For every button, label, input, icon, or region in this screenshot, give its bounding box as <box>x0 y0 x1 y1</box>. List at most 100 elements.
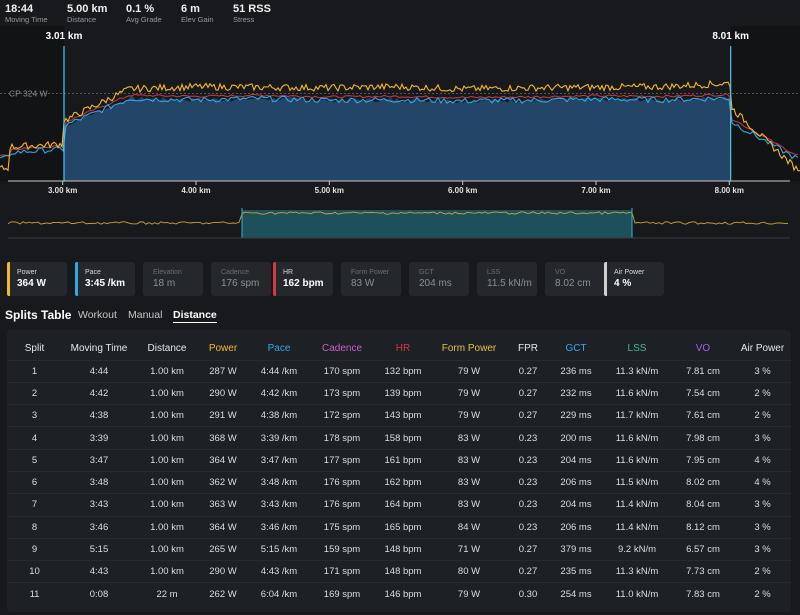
table-cell: 1.00 km <box>136 560 198 583</box>
column-header-distance[interactable]: Distance <box>147 343 187 355</box>
range-start-label: 3.01 km <box>46 31 83 42</box>
table-cell: 1.00 km <box>136 381 198 405</box>
column-header-pace[interactable]: Pace <box>267 343 291 355</box>
table-cell: 2 % <box>734 582 791 606</box>
table-cell: 11.3 kN/m <box>602 560 672 583</box>
table-cell: 71 W <box>432 537 506 561</box>
table-cell: 158 bpm <box>374 426 432 450</box>
splits-title: Splits Table <box>5 308 72 322</box>
table-row[interactable]: 5 3:47 1.00 km 364 W 3:47 /km 177 spm 161 bpm 8… <box>7 448 791 472</box>
table-cell: 3:43 /km <box>248 493 310 517</box>
table-cell: 0:08 <box>62 582 136 606</box>
table-row[interactable]: 10 4:43 1.00 km 290 W 4:43 /km 171 spm 148 bpm… <box>7 560 791 583</box>
column-header-moving-time[interactable]: Moving Time <box>70 343 128 355</box>
metric-card-vo[interactable]: VO 8.02 cm <box>545 262 605 296</box>
table-cell: 5 <box>7 448 62 472</box>
table-cell: 235 ms <box>550 560 602 583</box>
table-cell: 83 W <box>432 493 506 517</box>
column-header-split[interactable]: Split <box>24 343 45 355</box>
table-cell: 8.02 cm <box>672 470 734 494</box>
metric-card-elevation[interactable]: Elevation 18 m <box>143 262 203 296</box>
table-cell: 79 W <box>432 404 506 427</box>
table-cell: 148 bpm <box>374 537 432 561</box>
table-cell: 0.30 <box>506 582 550 606</box>
column-header-lss[interactable]: LSS <box>627 343 647 355</box>
table-cell: 232 ms <box>550 381 602 405</box>
table-row[interactable]: 11 0:08 22 m 262 W 6:04 /km 169 spm 146 bpm 79 … <box>7 582 791 606</box>
metric-card-form-power[interactable]: Form Power 83 W <box>341 262 401 296</box>
metric-label: Air Power <box>614 269 645 276</box>
table-cell: 2 % <box>734 560 791 583</box>
metric-color-bar <box>75 262 78 296</box>
table-cell: 3:48 <box>62 470 136 494</box>
table-row[interactable]: 2 4:42 1.00 km 290 W 4:42 /km 173 spm 139 bpm 7… <box>7 381 791 405</box>
column-header-air-power[interactable]: Air Power <box>740 343 785 355</box>
table-cell: 11 <box>7 582 62 606</box>
table-row[interactable]: 3 4:38 1.00 km 291 W 4:38 /km 172 spm 143 bpm 7… <box>7 404 791 427</box>
table-cell: 0.27 <box>506 381 550 405</box>
column-header-form-power[interactable]: Form Power <box>441 343 497 355</box>
metric-card-cadence[interactable]: Cadence 176 spm <box>211 262 271 296</box>
column-header-power[interactable]: Power <box>208 343 238 355</box>
table-cell: 79 W <box>432 582 506 606</box>
tab-distance[interactable]: Distance <box>173 309 217 323</box>
metric-color-bar <box>7 262 10 296</box>
table-cell: 4:38 /km <box>248 404 310 427</box>
column-header-fpr[interactable]: FPR <box>518 343 538 355</box>
table-cell: 6.57 cm <box>672 537 734 561</box>
table-cell: 287 W <box>198 359 248 383</box>
x-tick-label: 7.00 km <box>581 186 610 195</box>
x-tick-label: 3.00 km <box>48 186 77 195</box>
table-cell: 176 spm <box>310 470 374 494</box>
table-cell: 206 ms <box>550 515 602 539</box>
table-cell: 177 spm <box>310 448 374 472</box>
metric-card-air-power[interactable]: Air Power 4 % <box>604 262 664 296</box>
table-row[interactable]: 1 4:44 1.00 km 287 W 4:44 /km 170 spm 132 bpm 7… <box>7 359 791 383</box>
x-tick-label: 4.00 km <box>181 186 210 195</box>
overview-chart[interactable] <box>0 200 800 246</box>
x-tick-label: 6.00 km <box>448 186 477 195</box>
table-cell: 83 W <box>432 470 506 494</box>
metric-card-pace[interactable]: Pace 3:45 /km <box>75 262 135 296</box>
overview-marks <box>7 208 790 239</box>
table-cell: 4:42 <box>62 381 136 405</box>
tab-workout[interactable]: Workout <box>78 309 117 321</box>
column-header-vo[interactable]: VO <box>695 343 711 355</box>
main-chart[interactable]: CP 324 W 3.01 km 8.01 km 3.00 km 4.00 km 5.0… <box>0 26 800 198</box>
metric-card-lss[interactable]: LSS 11.5 kN/m <box>477 262 537 296</box>
stat-avg-grade: 0.1 % Avg Grade <box>126 3 162 24</box>
table-row[interactable]: 6 3:48 1.00 km 362 W 3:48 /km 176 spm 162 bpm 8… <box>7 470 791 494</box>
table-cell: 8 <box>7 515 62 539</box>
table-cell: 0.23 <box>506 448 550 472</box>
table-cell: 1.00 km <box>136 493 198 517</box>
metric-value: 364 W <box>17 278 46 289</box>
x-tick-label: 8.00 km <box>715 186 744 195</box>
column-header-cadence[interactable]: Cadence <box>321 343 363 355</box>
metric-card-power[interactable]: Power 364 W <box>7 262 67 296</box>
table-cell: 363 W <box>198 493 248 517</box>
table-cell: 265 W <box>198 537 248 561</box>
table-cell: 170 spm <box>310 359 374 383</box>
table-row[interactable]: 7 3:43 1.00 km 363 W 3:43 /km 176 spm 164 bpm 8… <box>7 493 791 517</box>
table-cell: 8.04 cm <box>672 493 734 517</box>
table-cell: 0.27 <box>506 537 550 561</box>
table-cell: 83 W <box>432 448 506 472</box>
table-cell: 204 ms <box>550 448 602 472</box>
table-cell: 206 ms <box>550 470 602 494</box>
table-cell: 0.23 <box>506 493 550 517</box>
pace-line <box>0 95 799 160</box>
column-header-hr[interactable]: HR <box>395 343 411 355</box>
tab-manual[interactable]: Manual <box>128 309 163 321</box>
table-cell: 3:47 /km <box>248 448 310 472</box>
table-row[interactable]: 9 5:15 1.00 km 265 W 5:15 /km 159 spm 148 bpm 7… <box>7 537 791 561</box>
stat-elev-gain: 6 m Elev Gain <box>181 3 214 24</box>
table-cell: 11.4 kN/m <box>602 515 672 539</box>
metric-card-gct[interactable]: GCT 204 ms <box>409 262 469 296</box>
table-cell: 4:44 /km <box>248 359 310 383</box>
metric-card-hr[interactable]: HR 162 bpm <box>273 262 333 296</box>
column-header-gct[interactable]: GCT <box>565 343 587 355</box>
table-row[interactable]: 4 3:39 1.00 km 368 W 3:39 /km 178 spm 158 bpm 8… <box>7 426 791 450</box>
table-row[interactable]: 8 3:46 1.00 km 364 W 3:46 /km 175 spm 165 bpm 8… <box>7 515 791 539</box>
table-cell: 2 % <box>734 404 791 427</box>
table-cell: 22 m <box>136 582 198 606</box>
